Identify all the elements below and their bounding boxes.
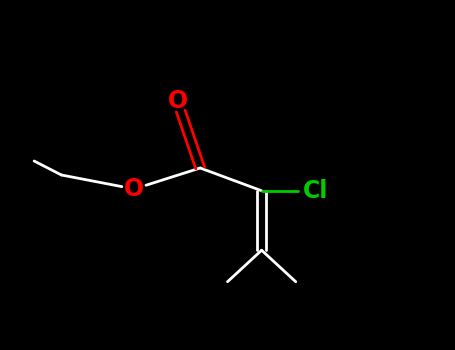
Text: O: O xyxy=(124,177,144,201)
Text: O: O xyxy=(167,90,187,113)
Text: Cl: Cl xyxy=(303,179,328,203)
